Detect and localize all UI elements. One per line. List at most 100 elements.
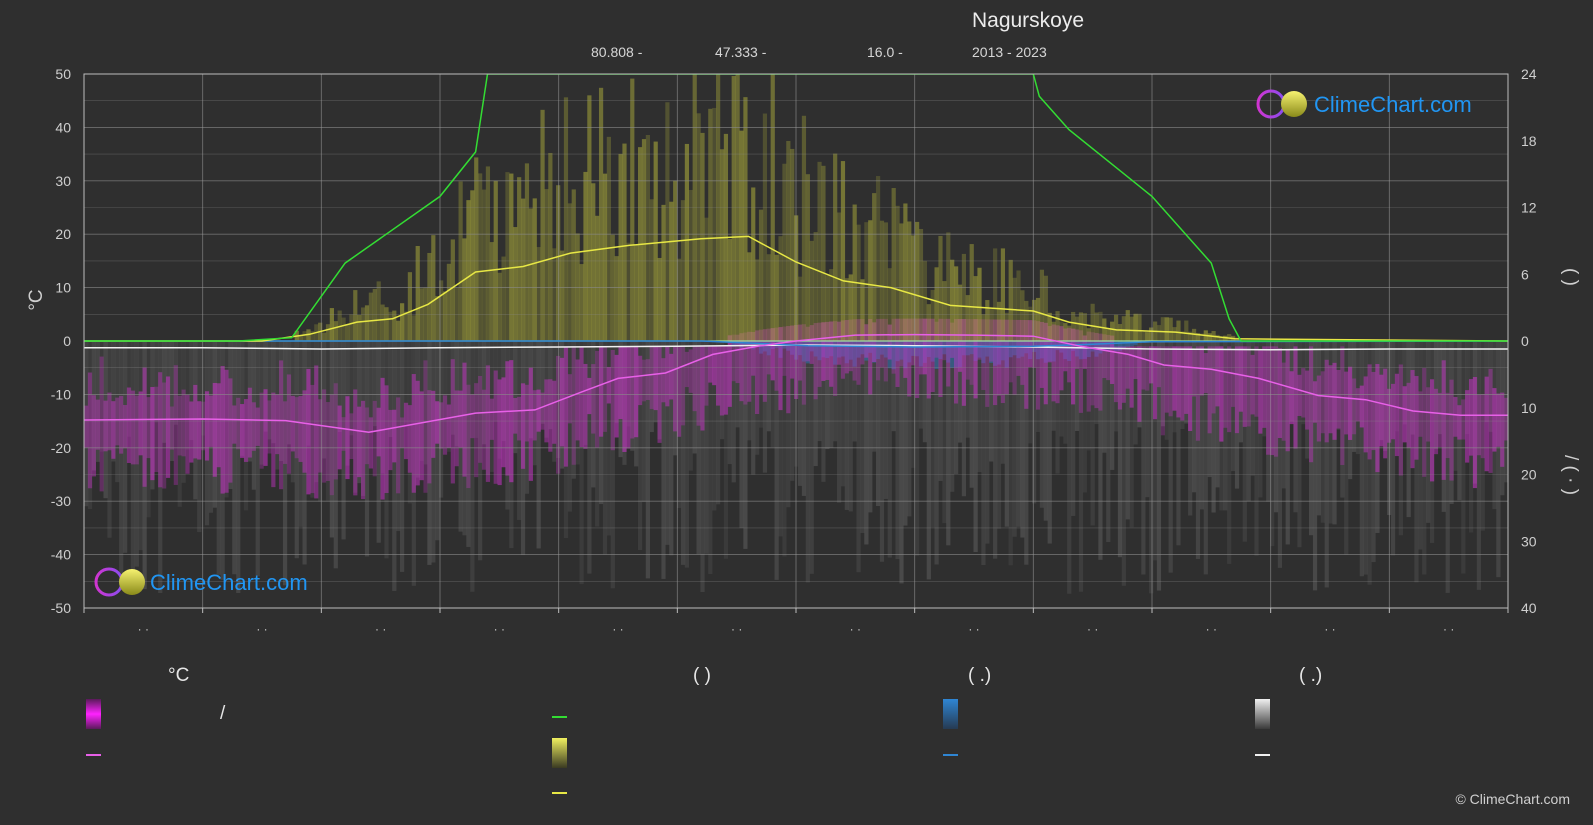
temperature-bar <box>1223 348 1228 428</box>
precip-bar <box>232 341 237 575</box>
logo-sun-icon <box>119 569 145 595</box>
precip-bar <box>887 341 892 558</box>
precip-bar <box>637 341 643 551</box>
temperature-bar <box>345 396 350 480</box>
logo-top[interactable]: ClimeChart.com <box>1256 89 1472 119</box>
temperature-bar <box>450 359 455 484</box>
precip-bar <box>228 341 233 490</box>
sunshine-bar <box>829 269 834 341</box>
temperature-bar <box>1141 346 1146 390</box>
sunshine-bar <box>895 205 900 341</box>
temperature-bar <box>985 319 990 407</box>
rain-bar <box>1106 341 1111 351</box>
temperature-bar <box>1184 346 1189 414</box>
precip-bar <box>271 341 276 444</box>
rain-bar <box>914 341 920 357</box>
sunshine-bar <box>887 268 892 341</box>
sunshine-bar <box>1039 269 1045 341</box>
precip-bar <box>1281 341 1286 489</box>
temperature-bar <box>552 380 557 444</box>
temperature-bar <box>255 407 260 446</box>
sunshine-bar <box>844 278 849 341</box>
sunshine-bar <box>1078 312 1084 341</box>
precip-bar <box>1359 341 1364 577</box>
precip-bar <box>1106 341 1111 543</box>
temperature-bar <box>1090 332 1095 406</box>
sunshine-bar <box>747 252 752 341</box>
temperature-bar <box>123 405 128 449</box>
temperature-bar <box>360 400 366 500</box>
rain-bar <box>801 341 807 362</box>
y-left-tick-label: 20 <box>55 226 71 242</box>
temperature-bar <box>243 399 249 462</box>
temperature-bar <box>146 397 151 459</box>
temperature-bar <box>587 377 592 415</box>
y-left-tick-label: 0 <box>63 333 71 349</box>
rain-bar <box>1082 341 1087 359</box>
sunshine-bar <box>384 307 389 341</box>
temperature-bar <box>755 330 760 414</box>
precip-bar <box>517 341 522 520</box>
temperature-bar <box>162 382 167 489</box>
precip-bar <box>1086 341 1091 451</box>
temperature-bar <box>821 322 826 381</box>
precip-bar <box>801 341 807 496</box>
precip-bar <box>747 341 752 441</box>
sunshine-bar <box>626 242 631 341</box>
sunshine-bar <box>758 209 764 341</box>
sunshine-bar <box>883 222 888 341</box>
temperature-bar <box>384 385 389 494</box>
precip-bar <box>493 341 498 422</box>
precip-bar <box>318 341 323 502</box>
temperature-bar <box>1117 346 1123 410</box>
temperature-bar <box>259 392 264 469</box>
sunshine-bar <box>809 240 814 341</box>
sunshine-bar <box>665 102 670 341</box>
temperature-bar <box>778 327 783 411</box>
sunshine-bar <box>973 276 978 341</box>
precip-bar <box>286 341 292 445</box>
rain-bar <box>1098 341 1103 354</box>
sunshine-bar <box>622 143 627 341</box>
sunshine-bar <box>528 208 533 341</box>
temperature-bar <box>1449 379 1454 481</box>
precip-bar <box>922 341 927 443</box>
rain-bar <box>1004 341 1009 368</box>
precip-bar <box>294 341 299 559</box>
precip-bar <box>996 341 1002 529</box>
y-left-tick-label: 50 <box>55 66 71 82</box>
temperature-bar <box>911 318 916 366</box>
precip-bar <box>911 341 916 468</box>
temperature-bar <box>575 359 580 441</box>
precip-bar <box>665 341 670 545</box>
precip-bar <box>474 341 479 438</box>
temperature-bar <box>602 346 608 432</box>
rain-bar <box>1113 341 1119 351</box>
precip-bar <box>1266 341 1271 502</box>
precip-bar <box>1367 341 1372 585</box>
precip-bar <box>1461 341 1466 574</box>
sunshine-bar <box>864 222 869 341</box>
temperature-bar <box>680 346 686 426</box>
temperature-bar <box>294 397 299 459</box>
precip-bar <box>169 341 175 461</box>
sunshine-bar <box>942 281 947 341</box>
temperature-bar <box>762 329 768 402</box>
logo-bottom[interactable]: ClimeChart.com <box>94 567 308 597</box>
sunshine-bar <box>400 303 405 341</box>
temperature-bar <box>1500 392 1505 467</box>
precip-bar <box>1207 341 1212 478</box>
precip-bar <box>1039 341 1045 508</box>
temperature-bar <box>142 367 147 487</box>
rain-bar <box>946 341 951 363</box>
sunshine-bar <box>778 236 783 341</box>
precip-bar <box>1008 341 1013 566</box>
sunshine-bar <box>653 141 658 341</box>
sunshine-bar <box>700 132 705 341</box>
logo-sun-icon <box>1281 91 1307 117</box>
precip-bar <box>743 341 748 549</box>
sunshine-bar <box>618 153 623 341</box>
sunshine-bar <box>688 189 693 341</box>
precip-bar <box>1340 341 1345 498</box>
precip-bar <box>126 341 132 437</box>
